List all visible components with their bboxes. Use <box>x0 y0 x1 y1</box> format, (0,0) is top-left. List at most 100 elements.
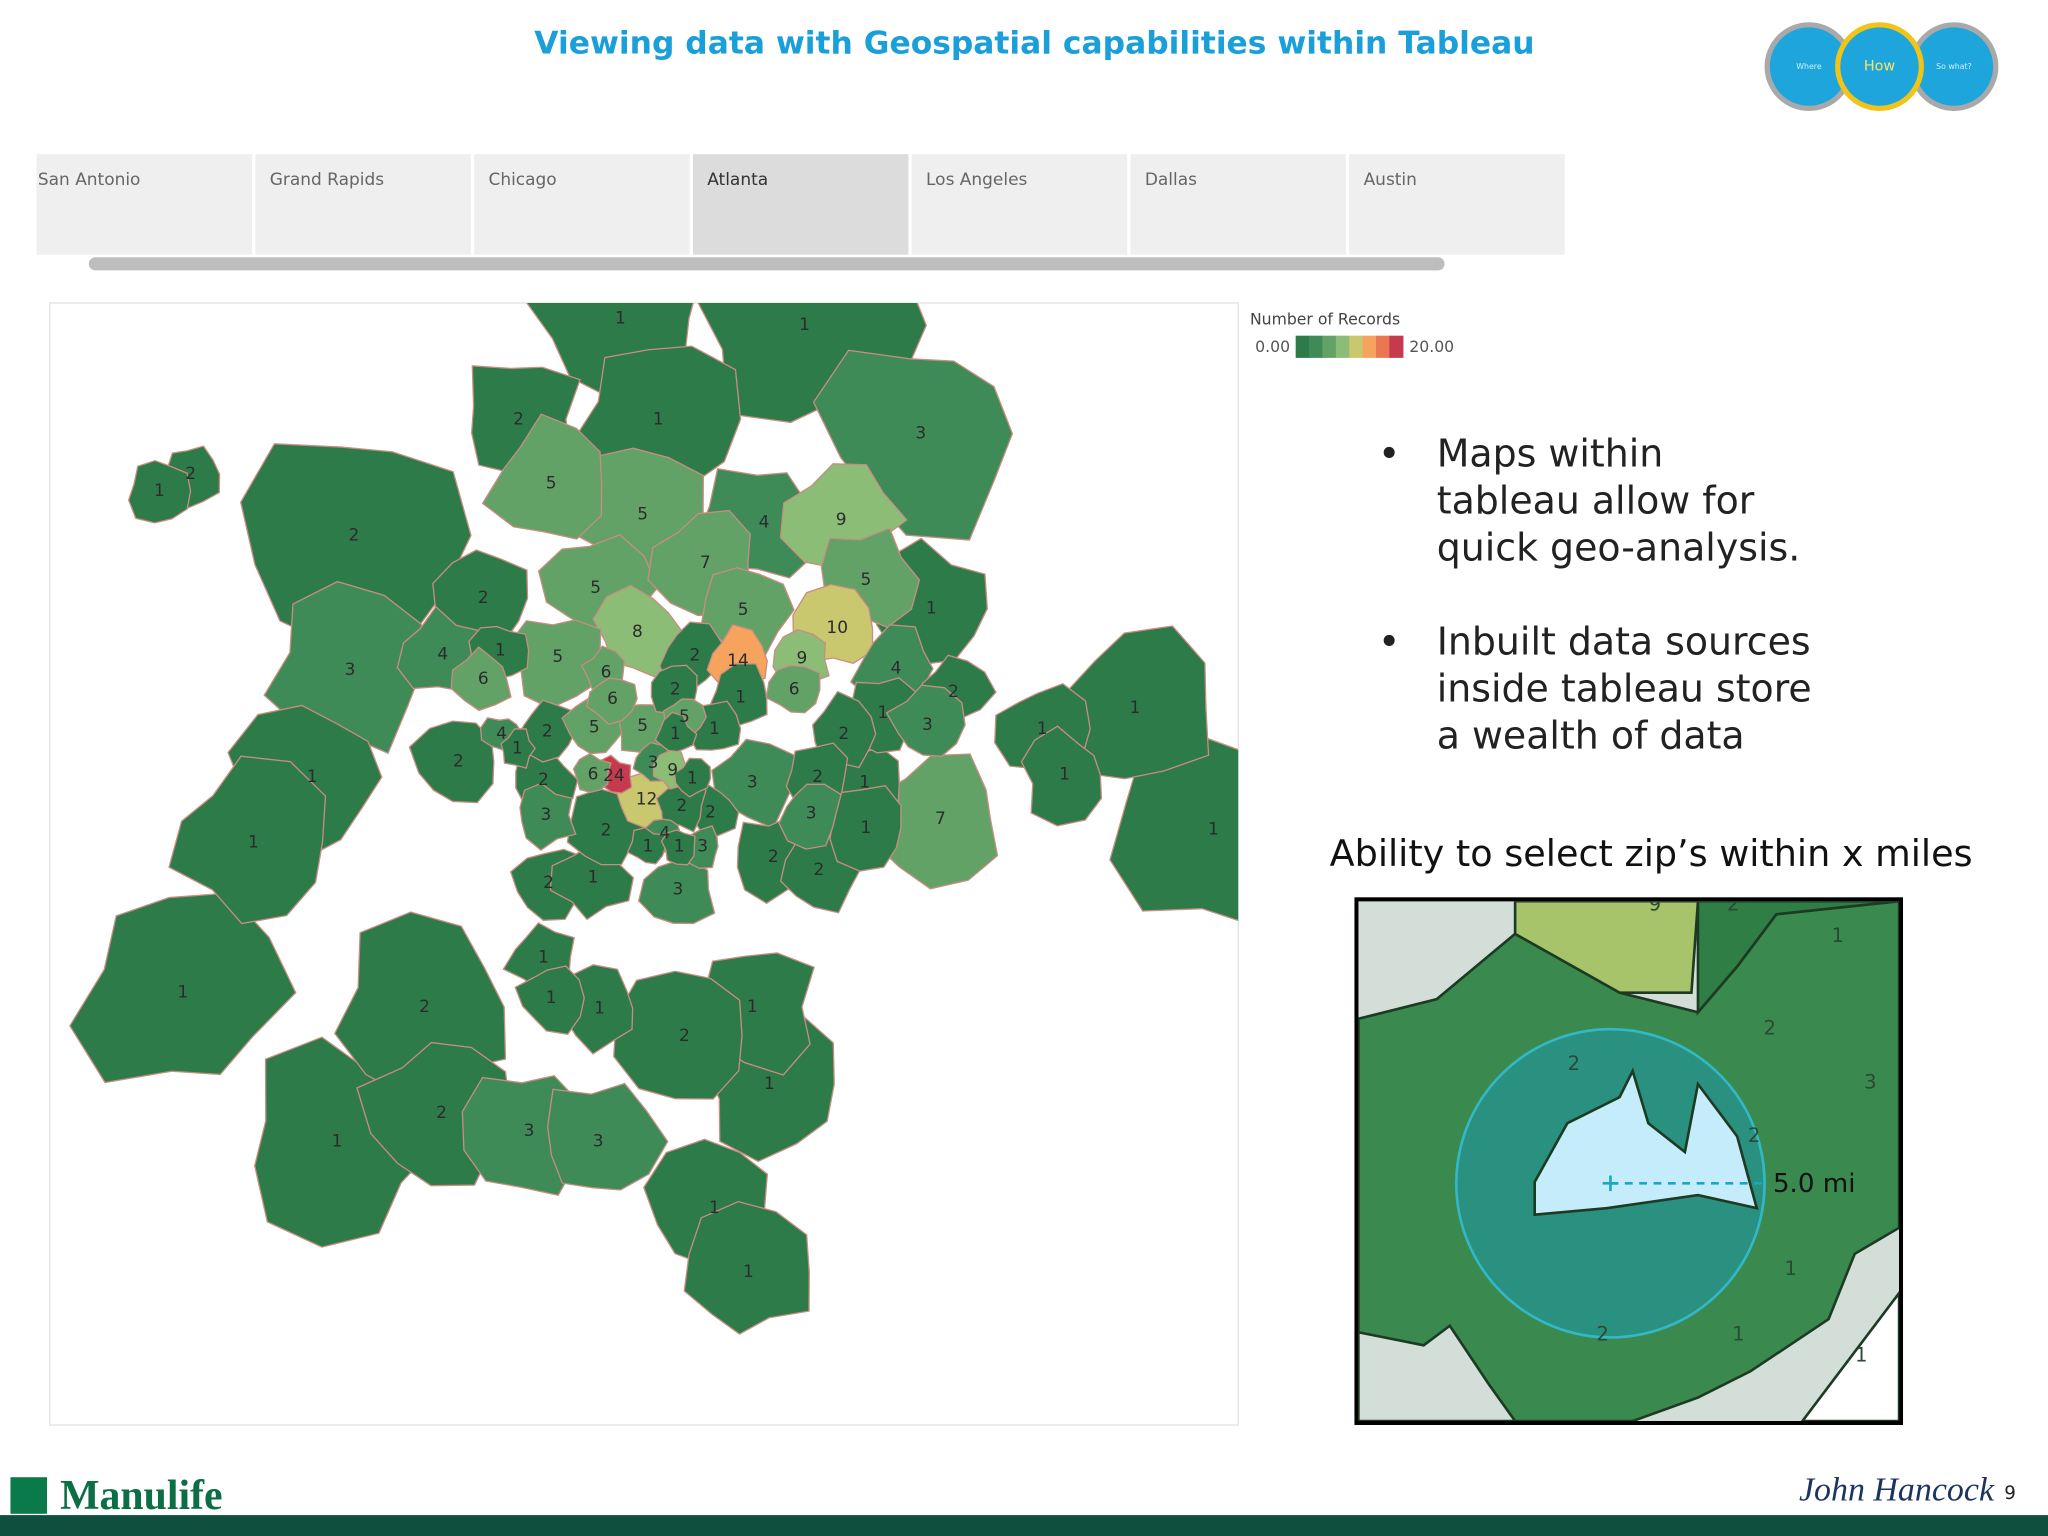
region-label: 2 <box>349 526 360 546</box>
region-label: 3 <box>915 424 926 444</box>
region-label: 3 <box>593 1132 604 1152</box>
region-label: 2 <box>689 646 700 666</box>
zip-region[interactable] <box>654 711 698 754</box>
region-label: 5 <box>738 600 749 620</box>
bullet-dot: • <box>1378 619 1400 663</box>
region-label: 2 <box>676 796 687 816</box>
region-label: 4 <box>437 644 448 664</box>
region-label: 5 <box>637 505 648 525</box>
region-label: 7 <box>935 809 946 829</box>
region-label: 1 <box>538 947 549 967</box>
tab[interactable] <box>474 154 690 255</box>
tab[interactable] <box>36 154 253 255</box>
inset-labels: 9 2 1 2 2 3 2 1 2 1 1 <box>1568 893 1877 1366</box>
tab-label: San Antonio <box>38 170 141 190</box>
region-label: 2 <box>419 997 430 1017</box>
tab-label: Chicago <box>488 170 556 190</box>
inset-region <box>1800 1290 1900 1422</box>
tab-label: Atlanta <box>707 170 768 190</box>
region-label: 1 <box>546 988 557 1008</box>
region-label: 9 <box>797 648 808 668</box>
region-label: 1 <box>332 1132 343 1152</box>
tab[interactable] <box>911 154 1128 255</box>
selected-zip <box>1533 1067 1759 1217</box>
tab[interactable] <box>692 154 909 255</box>
inset-label: 2 <box>1596 1322 1608 1345</box>
region-label: 5 <box>637 716 648 736</box>
nav-circle[interactable] <box>1835 22 1924 112</box>
zip-region[interactable] <box>1020 725 1103 827</box>
zip-region[interactable] <box>408 720 495 804</box>
region-label: 1 <box>709 1198 720 1218</box>
region-label: 12 <box>636 789 658 809</box>
tab-bar: San Antonio Grand Rapids Chicago Atlanta Los… <box>36 154 1565 255</box>
center-mark <box>1602 1175 1619 1192</box>
region-label: 1 <box>878 703 889 723</box>
caption: Ability to select zip’s within x miles <box>1330 832 1973 875</box>
region-label: 1 <box>642 836 653 856</box>
footer-bar <box>0 1515 2048 1536</box>
region-label: 5 <box>679 707 690 727</box>
zip-region[interactable] <box>546 1082 669 1191</box>
region-label: 10 <box>826 618 848 638</box>
region-label: 1 <box>1130 698 1141 718</box>
tab-label: Austin <box>1364 170 1417 190</box>
bullet-dot: • <box>1378 431 1400 475</box>
inset-region <box>1513 901 1700 994</box>
legend-title: Number of Records <box>1250 310 1400 329</box>
zip-region[interactable] <box>168 755 327 925</box>
region-label: 6 <box>789 680 800 700</box>
bullet-line: inside tableau store <box>1437 666 1812 710</box>
tab-label: Dallas <box>1145 170 1197 190</box>
tab[interactable] <box>1130 154 1346 255</box>
zip-region[interactable] <box>586 677 638 726</box>
zip-region[interactable] <box>572 752 612 793</box>
zip-region[interactable] <box>885 684 966 757</box>
region-label: 2 <box>812 767 823 787</box>
zip-region[interactable] <box>765 664 821 714</box>
zip-region[interactable] <box>778 783 842 850</box>
region-label: 1 <box>512 738 523 758</box>
bullet-line: tableau allow for <box>1437 478 1755 522</box>
legend-max: 20.00 <box>1409 337 1454 356</box>
region-label: 3 <box>672 879 683 899</box>
region-label: 5 <box>590 578 601 598</box>
region-label: 1 <box>747 997 758 1017</box>
zip-region[interactable] <box>626 826 667 865</box>
zip-region[interactable] <box>660 829 696 866</box>
zip-region[interactable] <box>613 970 743 1100</box>
zip-region[interactable] <box>1109 735 1316 927</box>
region-label: 4 <box>759 512 770 532</box>
region-label: 3 <box>697 836 708 856</box>
zip-region[interactable] <box>683 1200 810 1335</box>
zip-region[interactable] <box>673 757 712 798</box>
zip-region[interactable] <box>701 567 795 658</box>
region-label: 1 <box>764 1074 775 1094</box>
region-label: 1 <box>1208 819 1219 839</box>
zip-region[interactable] <box>500 728 536 769</box>
region-label: 1 <box>709 719 720 739</box>
zip-region[interactable] <box>812 349 1014 541</box>
zip-region[interactable] <box>481 413 603 540</box>
zip-region[interactable] <box>450 646 512 712</box>
region-label: 2 <box>838 724 849 744</box>
region-label: 1 <box>674 836 685 856</box>
region-label: 4 <box>496 724 507 744</box>
inset-label: 2 <box>1748 1124 1760 1147</box>
region-label: 1 <box>926 599 937 619</box>
zip-region[interactable] <box>519 782 577 851</box>
region-label: 4 <box>891 659 902 679</box>
region-label: 2 <box>453 751 464 771</box>
bullet-line: Inbuilt data sources <box>1437 619 1811 663</box>
tab[interactable] <box>1349 154 1565 255</box>
scrollbar[interactable] <box>88 257 1445 271</box>
inset-label: 2 <box>1727 893 1739 916</box>
tab[interactable] <box>255 154 471 255</box>
region-label: 2 <box>436 1103 447 1123</box>
distance-label: 5.0 mi <box>1773 1169 1856 1199</box>
region-label: 3 <box>648 753 659 773</box>
zip-region[interactable] <box>514 965 585 1036</box>
zip-region[interactable] <box>127 459 192 524</box>
region-label: 2 <box>679 1026 690 1046</box>
